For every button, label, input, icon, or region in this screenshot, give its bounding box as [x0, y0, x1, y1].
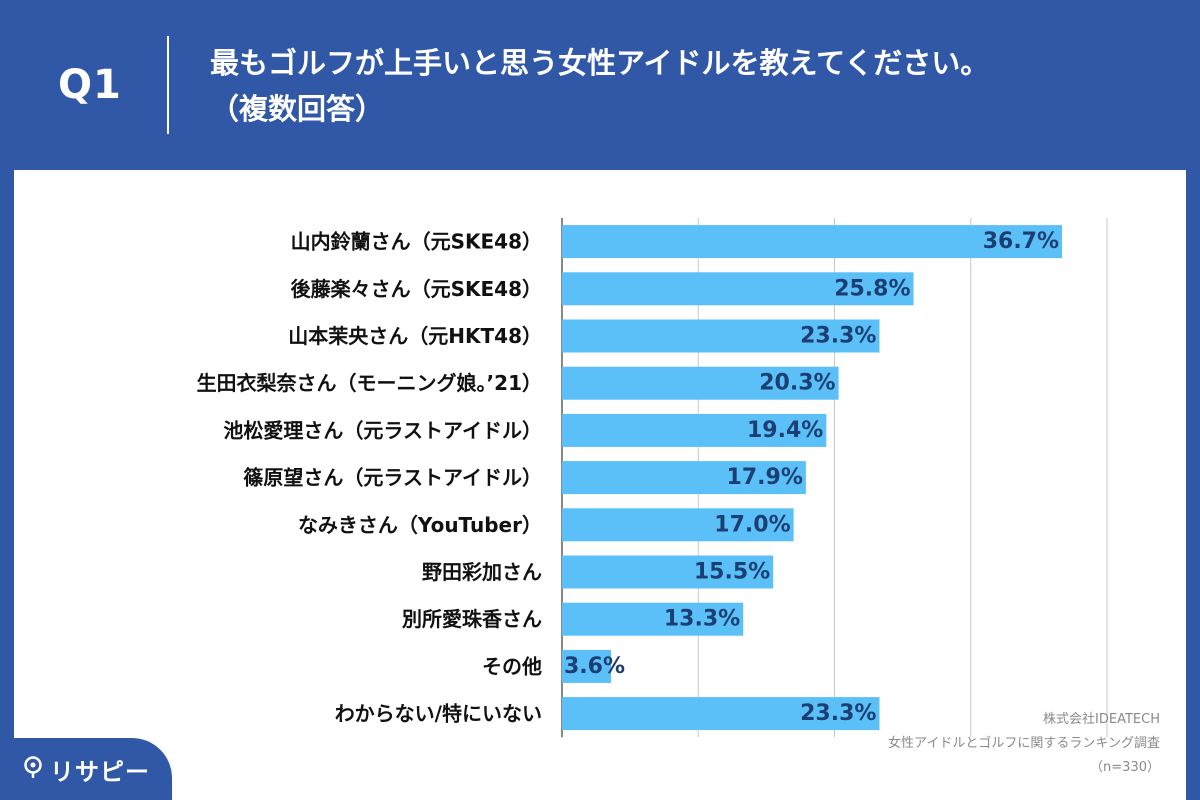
- question-note: （複数回答）: [210, 92, 385, 126]
- bar: [562, 697, 880, 731]
- bar: [562, 272, 914, 306]
- source-note: 株式会社IDEATECH 女性アイドルとゴルフに関するランキング調査 （n=33…: [888, 708, 1160, 780]
- bar: [562, 508, 794, 542]
- brand-logo: リサピー: [0, 738, 172, 800]
- category-label: 生田衣梨奈さん（モーニング娘。’21）: [197, 371, 542, 395]
- value-label: 23.3%: [800, 701, 876, 726]
- bar: [562, 413, 827, 447]
- brand-logo-text: リサピー: [50, 758, 150, 786]
- question-number: Q1: [58, 62, 122, 108]
- source-survey: 女性アイドルとゴルフに関するランキング調査: [888, 736, 1160, 751]
- category-label: その他: [482, 654, 542, 678]
- value-label: 3.6%: [564, 654, 625, 679]
- header-divider: [167, 36, 169, 134]
- value-label: 17.9%: [727, 465, 803, 490]
- bar: [562, 319, 880, 353]
- source-sample-size: （n=330）: [1090, 760, 1160, 775]
- category-label: 野田彩加さん: [422, 560, 542, 584]
- value-label: 13.3%: [664, 607, 740, 632]
- bar: [562, 649, 612, 683]
- value-label: 15.5%: [694, 560, 770, 585]
- source-company: 株式会社IDEATECH: [1043, 712, 1160, 727]
- value-label: 36.7%: [983, 229, 1059, 254]
- category-labels: 山内鈴蘭さん（元SKE48） 後藤楽々さん（元SKE48） 山本茉央さん（元HKT4…: [197, 230, 542, 726]
- value-label: 19.4%: [747, 418, 823, 443]
- category-label: わからない/特にいない: [335, 702, 542, 726]
- category-label: 後藤楽々さん（元SKE48）: [291, 277, 542, 301]
- bar: [562, 602, 744, 636]
- category-label: なみきさん（YouTuber）: [298, 513, 542, 537]
- bar: [562, 366, 839, 400]
- location-pin-icon: [24, 756, 42, 778]
- category-label: 別所愛珠香さん: [402, 607, 542, 631]
- value-label: 23.3%: [800, 324, 876, 349]
- bar: [562, 461, 806, 495]
- bar: [562, 555, 774, 589]
- category-label: 池松愛理さん（元ラストアイドル）: [223, 418, 542, 442]
- category-label: 山本茉央さん（元HKT48）: [288, 324, 542, 348]
- question-title: 最もゴルフが上手いと思う女性アイドルを教えてください。 （複数回答）: [210, 40, 1170, 132]
- bar: [562, 225, 1063, 259]
- bars: [562, 225, 1063, 731]
- value-labels: 36.7% 25.8% 23.3% 20.3% 19.4% 17.9% 17.0% 15.5%…: [564, 229, 1059, 726]
- category-label: 篠原望さん（元ラストアイドル）: [243, 466, 542, 490]
- header: Q1 最もゴルフが上手いと思う女性アイドルを教えてください。 （複数回答）: [0, 0, 1200, 170]
- category-label: 山内鈴蘭さん（元SKE48）: [291, 230, 542, 254]
- value-label: 17.0%: [714, 512, 790, 537]
- value-label: 20.3%: [759, 371, 835, 396]
- value-label: 25.8%: [834, 276, 910, 301]
- question-text: 最もゴルフが上手いと思う女性アイドルを教えてください。: [210, 46, 990, 80]
